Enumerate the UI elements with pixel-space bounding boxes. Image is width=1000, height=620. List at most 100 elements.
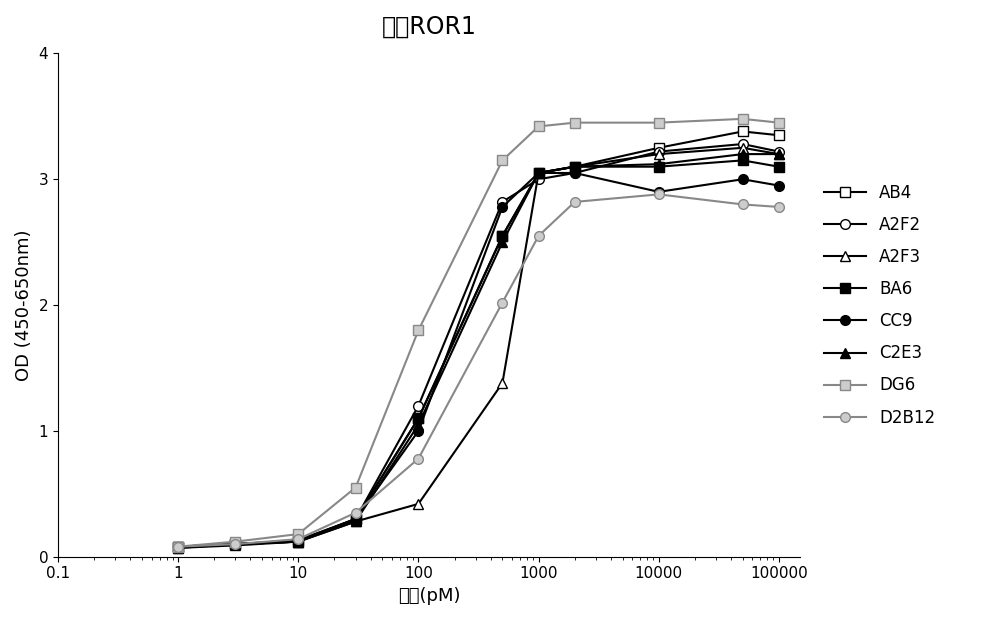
A2F2 [350,515,362,523]
CC9 [229,541,241,548]
AB4 [653,144,665,151]
C2E3 [412,421,424,428]
AB4 [412,415,424,422]
CC9 [773,182,785,189]
DG6 [737,115,749,123]
BA6 [653,163,665,170]
AB4 [229,541,241,548]
DG6 [350,484,362,491]
AB4 [350,515,362,523]
Y-axis label: OD (450-650nm): OD (450-650nm) [15,229,33,381]
BA6 [569,163,581,170]
A2F2 [496,198,508,206]
DG6 [292,530,304,538]
CC9 [172,543,184,551]
Line: A2F2: A2F2 [173,139,784,552]
D2B12 [569,198,581,206]
A2F2 [229,541,241,548]
DG6 [569,119,581,126]
D2B12 [533,232,545,239]
DG6 [653,119,665,126]
C2E3 [172,544,184,552]
A2F3 [292,538,304,546]
C2E3 [229,541,241,548]
A2F3 [569,163,581,170]
CC9 [496,203,508,211]
BA6 [229,541,241,548]
BA6 [773,163,785,170]
AB4 [533,169,545,177]
A2F3 [653,151,665,158]
A2F2 [412,402,424,409]
Title: 人类ROR1: 人类ROR1 [382,15,476,39]
CC9 [350,515,362,523]
BA6 [350,515,362,523]
C2E3 [350,518,362,525]
DG6 [773,119,785,126]
C2E3 [653,161,665,168]
D2B12 [737,201,749,208]
C2E3 [496,239,508,246]
AB4 [737,128,749,135]
DG6 [229,538,241,546]
A2F2 [653,148,665,155]
A2F2 [533,175,545,183]
D2B12 [172,543,184,551]
BA6 [172,543,184,551]
CC9 [737,175,749,183]
A2F2 [292,538,304,546]
BA6 [496,232,508,239]
C2E3 [737,151,749,158]
AB4 [496,232,508,239]
CC9 [292,537,304,544]
Line: D2B12: D2B12 [173,190,784,552]
Line: BA6: BA6 [173,156,784,552]
Line: AB4: AB4 [173,126,784,552]
Legend: AB4, A2F2, A2F3, BA6, CC9, C2E3, DG6, D2B12: AB4, A2F2, A2F3, BA6, CC9, C2E3, DG6, D2… [816,175,944,435]
Line: DG6: DG6 [173,114,784,552]
DG6 [533,123,545,130]
BA6 [737,157,749,164]
D2B12 [412,455,424,463]
D2B12 [292,536,304,543]
A2F2 [172,543,184,551]
A2F3 [496,379,508,387]
Line: C2E3: C2E3 [173,149,784,553]
D2B12 [653,190,665,198]
A2F3 [350,518,362,525]
A2F3 [737,144,749,151]
C2E3 [773,151,785,158]
C2E3 [533,169,545,177]
CC9 [412,427,424,435]
C2E3 [292,538,304,546]
Line: A2F3: A2F3 [173,143,784,553]
D2B12 [496,299,508,306]
A2F3 [412,500,424,508]
A2F2 [569,169,581,177]
CC9 [653,188,665,195]
AB4 [773,131,785,139]
X-axis label: 浓度(pM): 浓度(pM) [398,587,460,605]
Line: CC9: CC9 [173,168,784,552]
DG6 [496,157,508,164]
A2F3 [172,544,184,552]
A2F3 [533,169,545,177]
D2B12 [773,203,785,211]
A2F3 [773,151,785,158]
BA6 [292,537,304,544]
D2B12 [229,541,241,548]
CC9 [569,169,581,177]
AB4 [292,538,304,546]
AB4 [172,543,184,551]
A2F3 [229,542,241,549]
BA6 [412,415,424,422]
C2E3 [569,163,581,170]
DG6 [172,543,184,551]
DG6 [412,327,424,334]
AB4 [569,163,581,170]
D2B12 [350,509,362,516]
CC9 [533,169,545,177]
A2F2 [773,148,785,155]
BA6 [533,169,545,177]
A2F2 [737,140,749,148]
